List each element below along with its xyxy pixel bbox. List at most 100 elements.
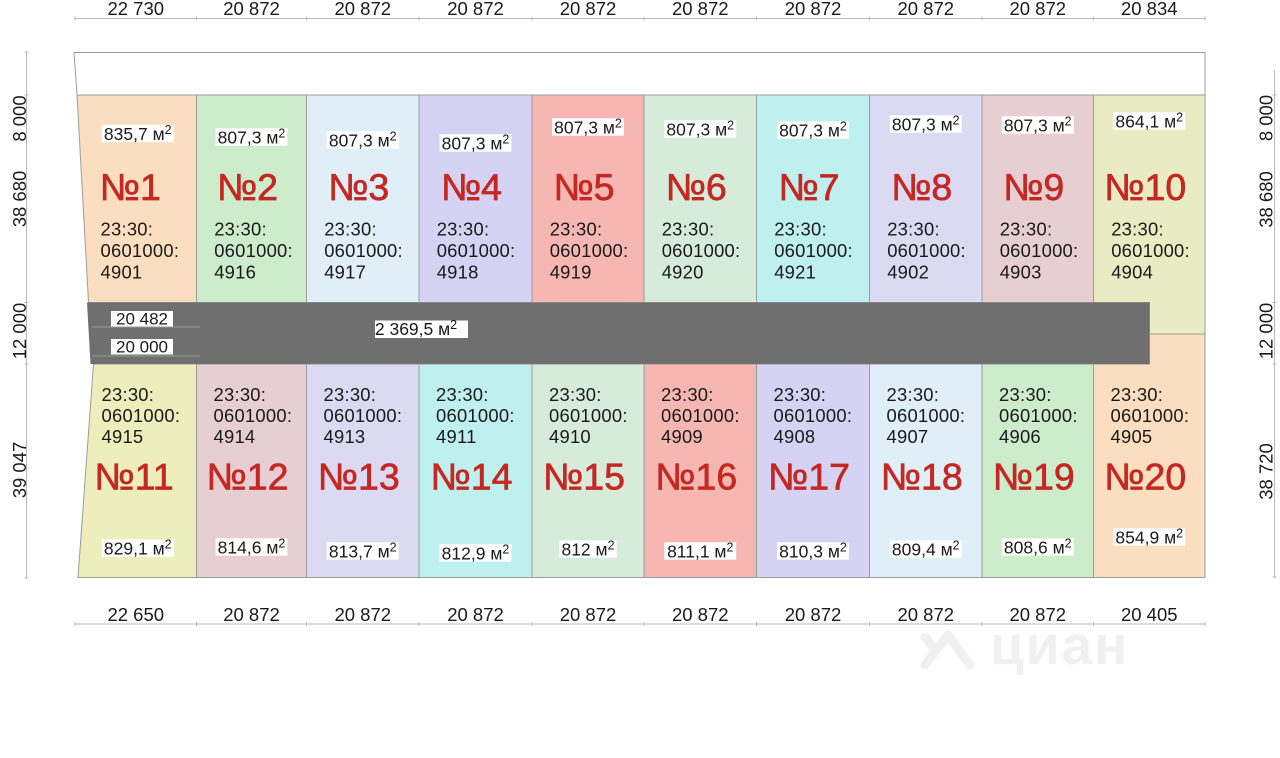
svg-text:808,6 м2: 808,6 м2 <box>1004 536 1072 557</box>
svg-text:4918: 4918 <box>437 262 479 283</box>
svg-text:20 872: 20 872 <box>672 604 729 625</box>
svg-text:4901: 4901 <box>101 262 143 283</box>
svg-text:12 000: 12 000 <box>1256 303 1277 360</box>
svg-text:20 872: 20 872 <box>1009 0 1066 19</box>
svg-text:23:30:: 23:30: <box>774 384 827 405</box>
svg-text:№14: №14 <box>431 456 513 498</box>
svg-text:0601000:: 0601000: <box>549 405 628 426</box>
svg-text:807,3 м2: 807,3 м2 <box>1004 114 1072 135</box>
svg-text:20 872: 20 872 <box>560 604 617 625</box>
svg-text:23:30:: 23:30: <box>102 384 155 405</box>
svg-text:№19: №19 <box>993 456 1075 498</box>
svg-text:23:30:: 23:30: <box>437 219 490 240</box>
svg-text:8 000: 8 000 <box>1256 95 1277 141</box>
svg-text:23:30:: 23:30: <box>661 384 714 405</box>
svg-text:0601000:: 0601000: <box>102 405 181 426</box>
svg-text:20 872: 20 872 <box>334 604 391 625</box>
svg-text:23:30:: 23:30: <box>214 219 267 240</box>
svg-text:0601000:: 0601000: <box>1111 405 1190 426</box>
svg-text:23:30:: 23:30: <box>1000 219 1053 240</box>
svg-text:23:30:: 23:30: <box>999 384 1052 405</box>
svg-text:№1: №1 <box>100 166 161 208</box>
svg-text:20 872: 20 872 <box>560 0 617 19</box>
svg-text:4907: 4907 <box>887 426 929 447</box>
svg-text:20 872: 20 872 <box>447 0 504 19</box>
svg-text:20 872: 20 872 <box>785 0 842 19</box>
svg-text:0601000:: 0601000: <box>1000 240 1079 261</box>
svg-text:20 405: 20 405 <box>1121 604 1178 625</box>
svg-text:20 872: 20 872 <box>447 604 504 625</box>
svg-text:№7: №7 <box>778 166 839 208</box>
svg-text:4902: 4902 <box>887 262 929 283</box>
svg-text:№9: №9 <box>1003 166 1064 208</box>
svg-text:829,1 м2: 829,1 м2 <box>104 537 172 558</box>
svg-text:№5: №5 <box>553 166 614 208</box>
svg-text:23:30:: 23:30: <box>101 219 154 240</box>
svg-text:23:30:: 23:30: <box>662 219 715 240</box>
svg-text:0601000:: 0601000: <box>661 405 740 426</box>
svg-text:4919: 4919 <box>550 262 592 283</box>
svg-text:835,7 м2: 835,7 м2 <box>104 123 172 144</box>
svg-text:№10: №10 <box>1104 166 1186 208</box>
svg-text:4903: 4903 <box>1000 262 1042 283</box>
svg-text:0601000:: 0601000: <box>437 240 516 261</box>
svg-text:807,3 м2: 807,3 м2 <box>218 126 286 147</box>
svg-text:4915: 4915 <box>102 426 144 447</box>
svg-text:20 872: 20 872 <box>785 604 842 625</box>
svg-text:№6: №6 <box>666 166 727 208</box>
svg-text:0601000:: 0601000: <box>324 405 403 426</box>
svg-text:23:30:: 23:30: <box>324 384 377 405</box>
svg-text:814,6 м2: 814,6 м2 <box>218 536 286 557</box>
svg-text:23:30:: 23:30: <box>774 219 827 240</box>
svg-text:20 872: 20 872 <box>1009 604 1066 625</box>
svg-text:№15: №15 <box>543 456 625 498</box>
svg-text:813,7 м2: 813,7 м2 <box>329 540 397 561</box>
svg-text:0601000:: 0601000: <box>436 405 515 426</box>
svg-text:807,3 м2: 807,3 м2 <box>779 119 847 140</box>
svg-text:23:30:: 23:30: <box>887 384 940 405</box>
svg-text:4911: 4911 <box>436 426 477 447</box>
svg-text:12 000: 12 000 <box>9 303 30 360</box>
svg-text:38 680: 38 680 <box>1256 171 1277 228</box>
svg-text:№17: №17 <box>768 456 850 498</box>
svg-text:0601000:: 0601000: <box>101 240 180 261</box>
svg-text:23:30:: 23:30: <box>1111 219 1164 240</box>
svg-text:№18: №18 <box>881 456 963 498</box>
svg-text:2 369,5 м2: 2 369,5 м2 <box>375 318 457 339</box>
svg-text:809,4 м2: 809,4 м2 <box>892 538 960 559</box>
svg-text:4917: 4917 <box>324 262 366 283</box>
svg-text:23:30:: 23:30: <box>214 384 267 405</box>
svg-text:4909: 4909 <box>661 426 703 447</box>
svg-text:22 730: 22 730 <box>107 0 164 19</box>
svg-text:№12: №12 <box>207 456 289 498</box>
svg-text:20 872: 20 872 <box>897 0 954 19</box>
svg-text:23:30:: 23:30: <box>324 219 377 240</box>
svg-text:№16: №16 <box>655 456 737 498</box>
svg-text:23:30:: 23:30: <box>887 219 940 240</box>
svg-text:4913: 4913 <box>324 426 366 447</box>
svg-text:4910: 4910 <box>549 426 591 447</box>
svg-text:№11: №11 <box>94 456 173 498</box>
svg-text:864,1 м2: 864,1 м2 <box>1115 110 1183 131</box>
svg-text:0601000:: 0601000: <box>662 240 741 261</box>
svg-text:0601000:: 0601000: <box>774 240 853 261</box>
svg-text:4920: 4920 <box>662 262 704 283</box>
svg-text:807,3 м2: 807,3 м2 <box>329 129 397 150</box>
svg-text:№4: №4 <box>441 166 502 208</box>
svg-text:20 872: 20 872 <box>334 0 391 19</box>
svg-text:0601000:: 0601000: <box>774 405 853 426</box>
svg-text:22 650: 22 650 <box>107 604 164 625</box>
svg-text:4921: 4921 <box>774 262 816 283</box>
svg-text:807,3 м2: 807,3 м2 <box>666 118 734 139</box>
svg-text:38 720: 38 720 <box>1256 443 1277 500</box>
svg-text:4916: 4916 <box>214 262 256 283</box>
svg-text:№13: №13 <box>318 456 400 498</box>
svg-text:812,9 м2: 812,9 м2 <box>442 542 510 563</box>
svg-text:4914: 4914 <box>214 426 256 447</box>
svg-text:854,9 м2: 854,9 м2 <box>1115 526 1183 547</box>
svg-text:20 872: 20 872 <box>223 604 280 625</box>
svg-text:8 000: 8 000 <box>9 95 30 141</box>
svg-text:0601000:: 0601000: <box>887 240 966 261</box>
svg-text:20 872: 20 872 <box>672 0 729 19</box>
svg-text:23:30:: 23:30: <box>436 384 489 405</box>
